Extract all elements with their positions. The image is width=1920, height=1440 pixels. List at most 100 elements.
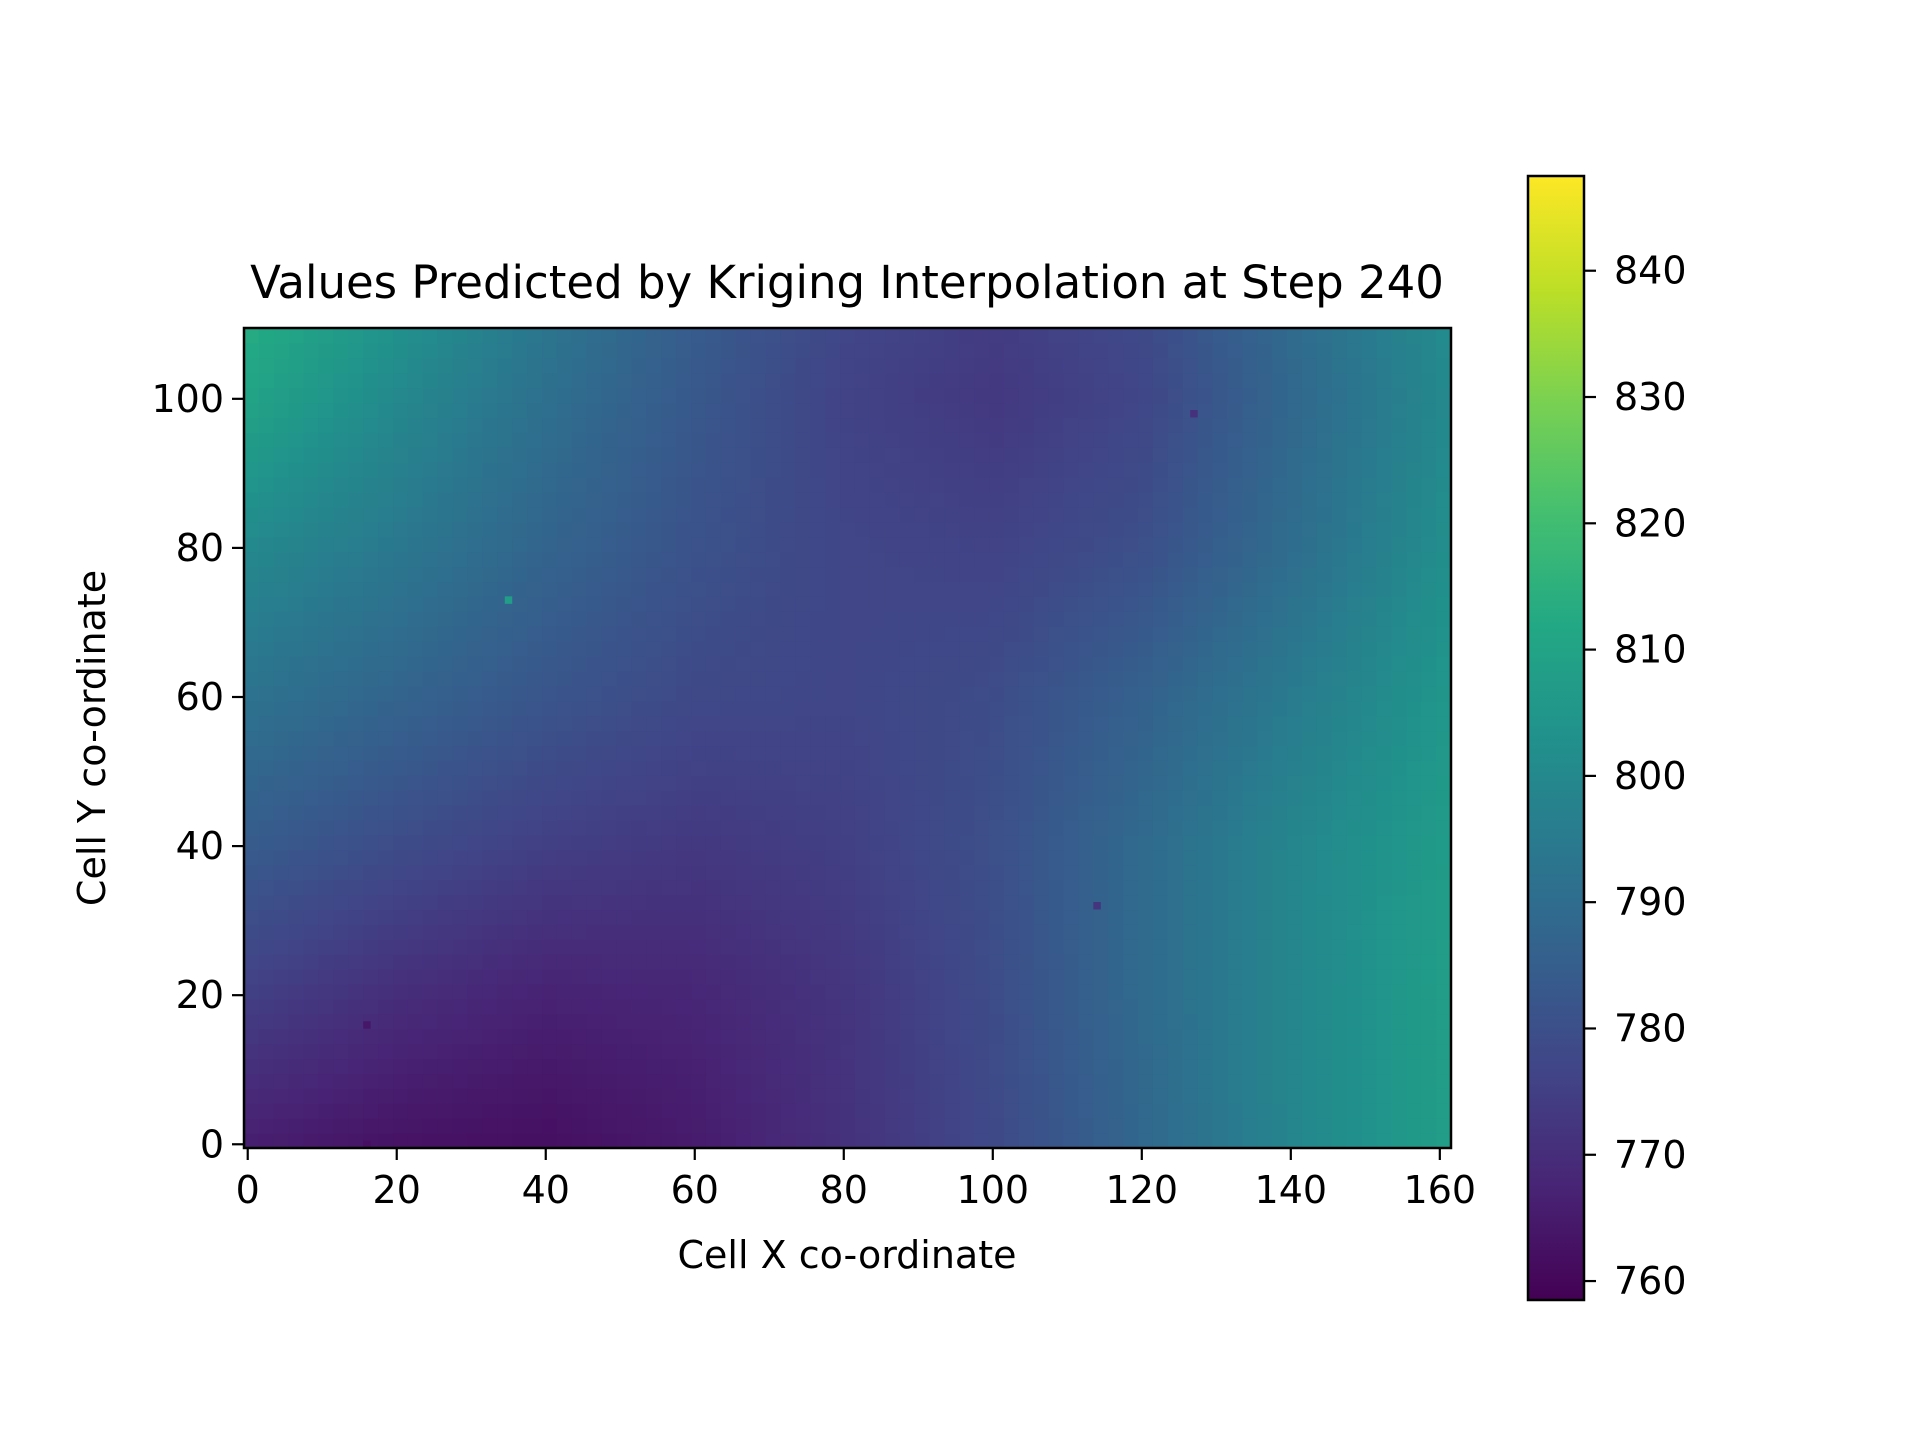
heatmap-cell (1212, 969, 1229, 985)
heatmap-cell (244, 894, 260, 911)
heatmap-cell (1182, 626, 1199, 642)
heatmap-cell (1033, 924, 1050, 940)
heatmap-cell (676, 581, 692, 597)
heatmap-cell (750, 924, 767, 940)
heatmap-cell (407, 477, 424, 493)
heatmap-cell (646, 969, 662, 985)
heatmap-cell (914, 551, 931, 568)
heatmap-cell (467, 790, 484, 806)
heatmap-cell (929, 342, 945, 359)
heatmap-cell (1421, 626, 1437, 642)
heatmap-cell (1018, 432, 1035, 448)
heatmap-cell (586, 641, 603, 657)
heatmap-cell (1421, 760, 1437, 776)
heatmap-cell (452, 685, 469, 702)
heatmap-cell (527, 670, 543, 687)
heatmap-cell (1003, 626, 1020, 642)
heatmap-cell (333, 700, 349, 717)
heatmap-cell (914, 641, 931, 657)
heatmap-cell (571, 790, 588, 806)
heatmap-cell (1033, 700, 1050, 717)
heatmap-cell (244, 984, 260, 1000)
heatmap-cell (497, 1073, 513, 1089)
heatmap-cell (1331, 1073, 1348, 1089)
heatmap-cell (512, 506, 528, 523)
heatmap-cell (1257, 1088, 1273, 1104)
heatmap-cell (542, 462, 558, 478)
heatmap-cell (661, 894, 677, 911)
heatmap-cell (735, 820, 752, 836)
heatmap-cell (1406, 1103, 1422, 1119)
heatmap-cell (527, 1088, 543, 1104)
heatmap-cell (333, 342, 349, 359)
heatmap-cell (258, 924, 275, 940)
heatmap-cell (1331, 730, 1348, 747)
heatmap-cell (571, 1133, 588, 1148)
heatmap-cell (795, 700, 811, 717)
heatmap-cell (1033, 849, 1050, 866)
heatmap-cell (1048, 1043, 1065, 1060)
heatmap-cell (318, 432, 335, 448)
heatmap-cell (676, 447, 692, 463)
heatmap-cell (676, 864, 692, 881)
heatmap-cell (944, 611, 960, 627)
heatmap-cell (273, 402, 290, 419)
heatmap-cell (571, 1073, 588, 1089)
heatmap-cell (974, 641, 990, 657)
heatmap-cell (1167, 402, 1184, 419)
heatmap-cell (944, 700, 960, 717)
heatmap-cell (288, 581, 305, 597)
heatmap-cell (452, 357, 469, 374)
heatmap-cell (497, 566, 513, 583)
heatmap-cell (1272, 715, 1288, 732)
heatmap-cell (452, 820, 469, 836)
heatmap-cell (1123, 1103, 1139, 1119)
heatmap-cell (869, 506, 886, 523)
heatmap-cell (1167, 864, 1184, 881)
heatmap-cell (1436, 477, 1451, 493)
heatmap-cell (825, 909, 841, 925)
heatmap-cell (929, 909, 945, 925)
heatmap-cell (1167, 462, 1184, 478)
heatmap-cell (810, 656, 826, 672)
heatmap-cell (452, 670, 469, 687)
heatmap-cell (1376, 1043, 1392, 1060)
heatmap-cell (1257, 879, 1273, 896)
heatmap-cell (571, 342, 588, 359)
heatmap-cell (1182, 492, 1199, 508)
heatmap-cell (393, 656, 409, 672)
heatmap-cell (929, 1118, 945, 1134)
heatmap-cell (854, 551, 871, 568)
heatmap-cell (1003, 700, 1020, 717)
heatmap-cell (1421, 342, 1437, 359)
heatmap-cell (795, 805, 811, 821)
heatmap-cell (303, 998, 320, 1015)
heatmap-cell (467, 1013, 484, 1030)
heatmap-cell (1361, 984, 1378, 1000)
colorbar-tick-label: 780 (1614, 1006, 1687, 1050)
heatmap-cell (616, 760, 633, 776)
heatmap-cell (497, 611, 513, 627)
heatmap-cell (333, 566, 349, 583)
heatmap-cell (735, 864, 752, 881)
heatmap-cell (1361, 1028, 1378, 1045)
heatmap-cell (1033, 685, 1050, 702)
heatmap-cell (989, 551, 1005, 568)
heatmap-cell (1093, 864, 1109, 881)
heatmap-cell (363, 626, 379, 642)
heatmap-cell (661, 432, 677, 448)
heatmap-cell (1048, 1013, 1065, 1030)
heatmap-cell (616, 849, 633, 866)
heatmap-cell (482, 566, 498, 583)
heatmap-cell (869, 969, 886, 985)
heatmap-cell (393, 447, 409, 463)
heatmap-cell (1078, 1103, 1094, 1119)
heatmap-cell (258, 596, 275, 612)
heatmap-cell (1078, 551, 1094, 568)
heatmap-cell (1391, 700, 1407, 717)
heatmap-cell (348, 685, 364, 702)
heatmap-cell (422, 641, 439, 657)
heatmap-cell (258, 864, 275, 881)
heatmap-cell (750, 805, 767, 821)
heatmap-cell (1287, 447, 1303, 463)
